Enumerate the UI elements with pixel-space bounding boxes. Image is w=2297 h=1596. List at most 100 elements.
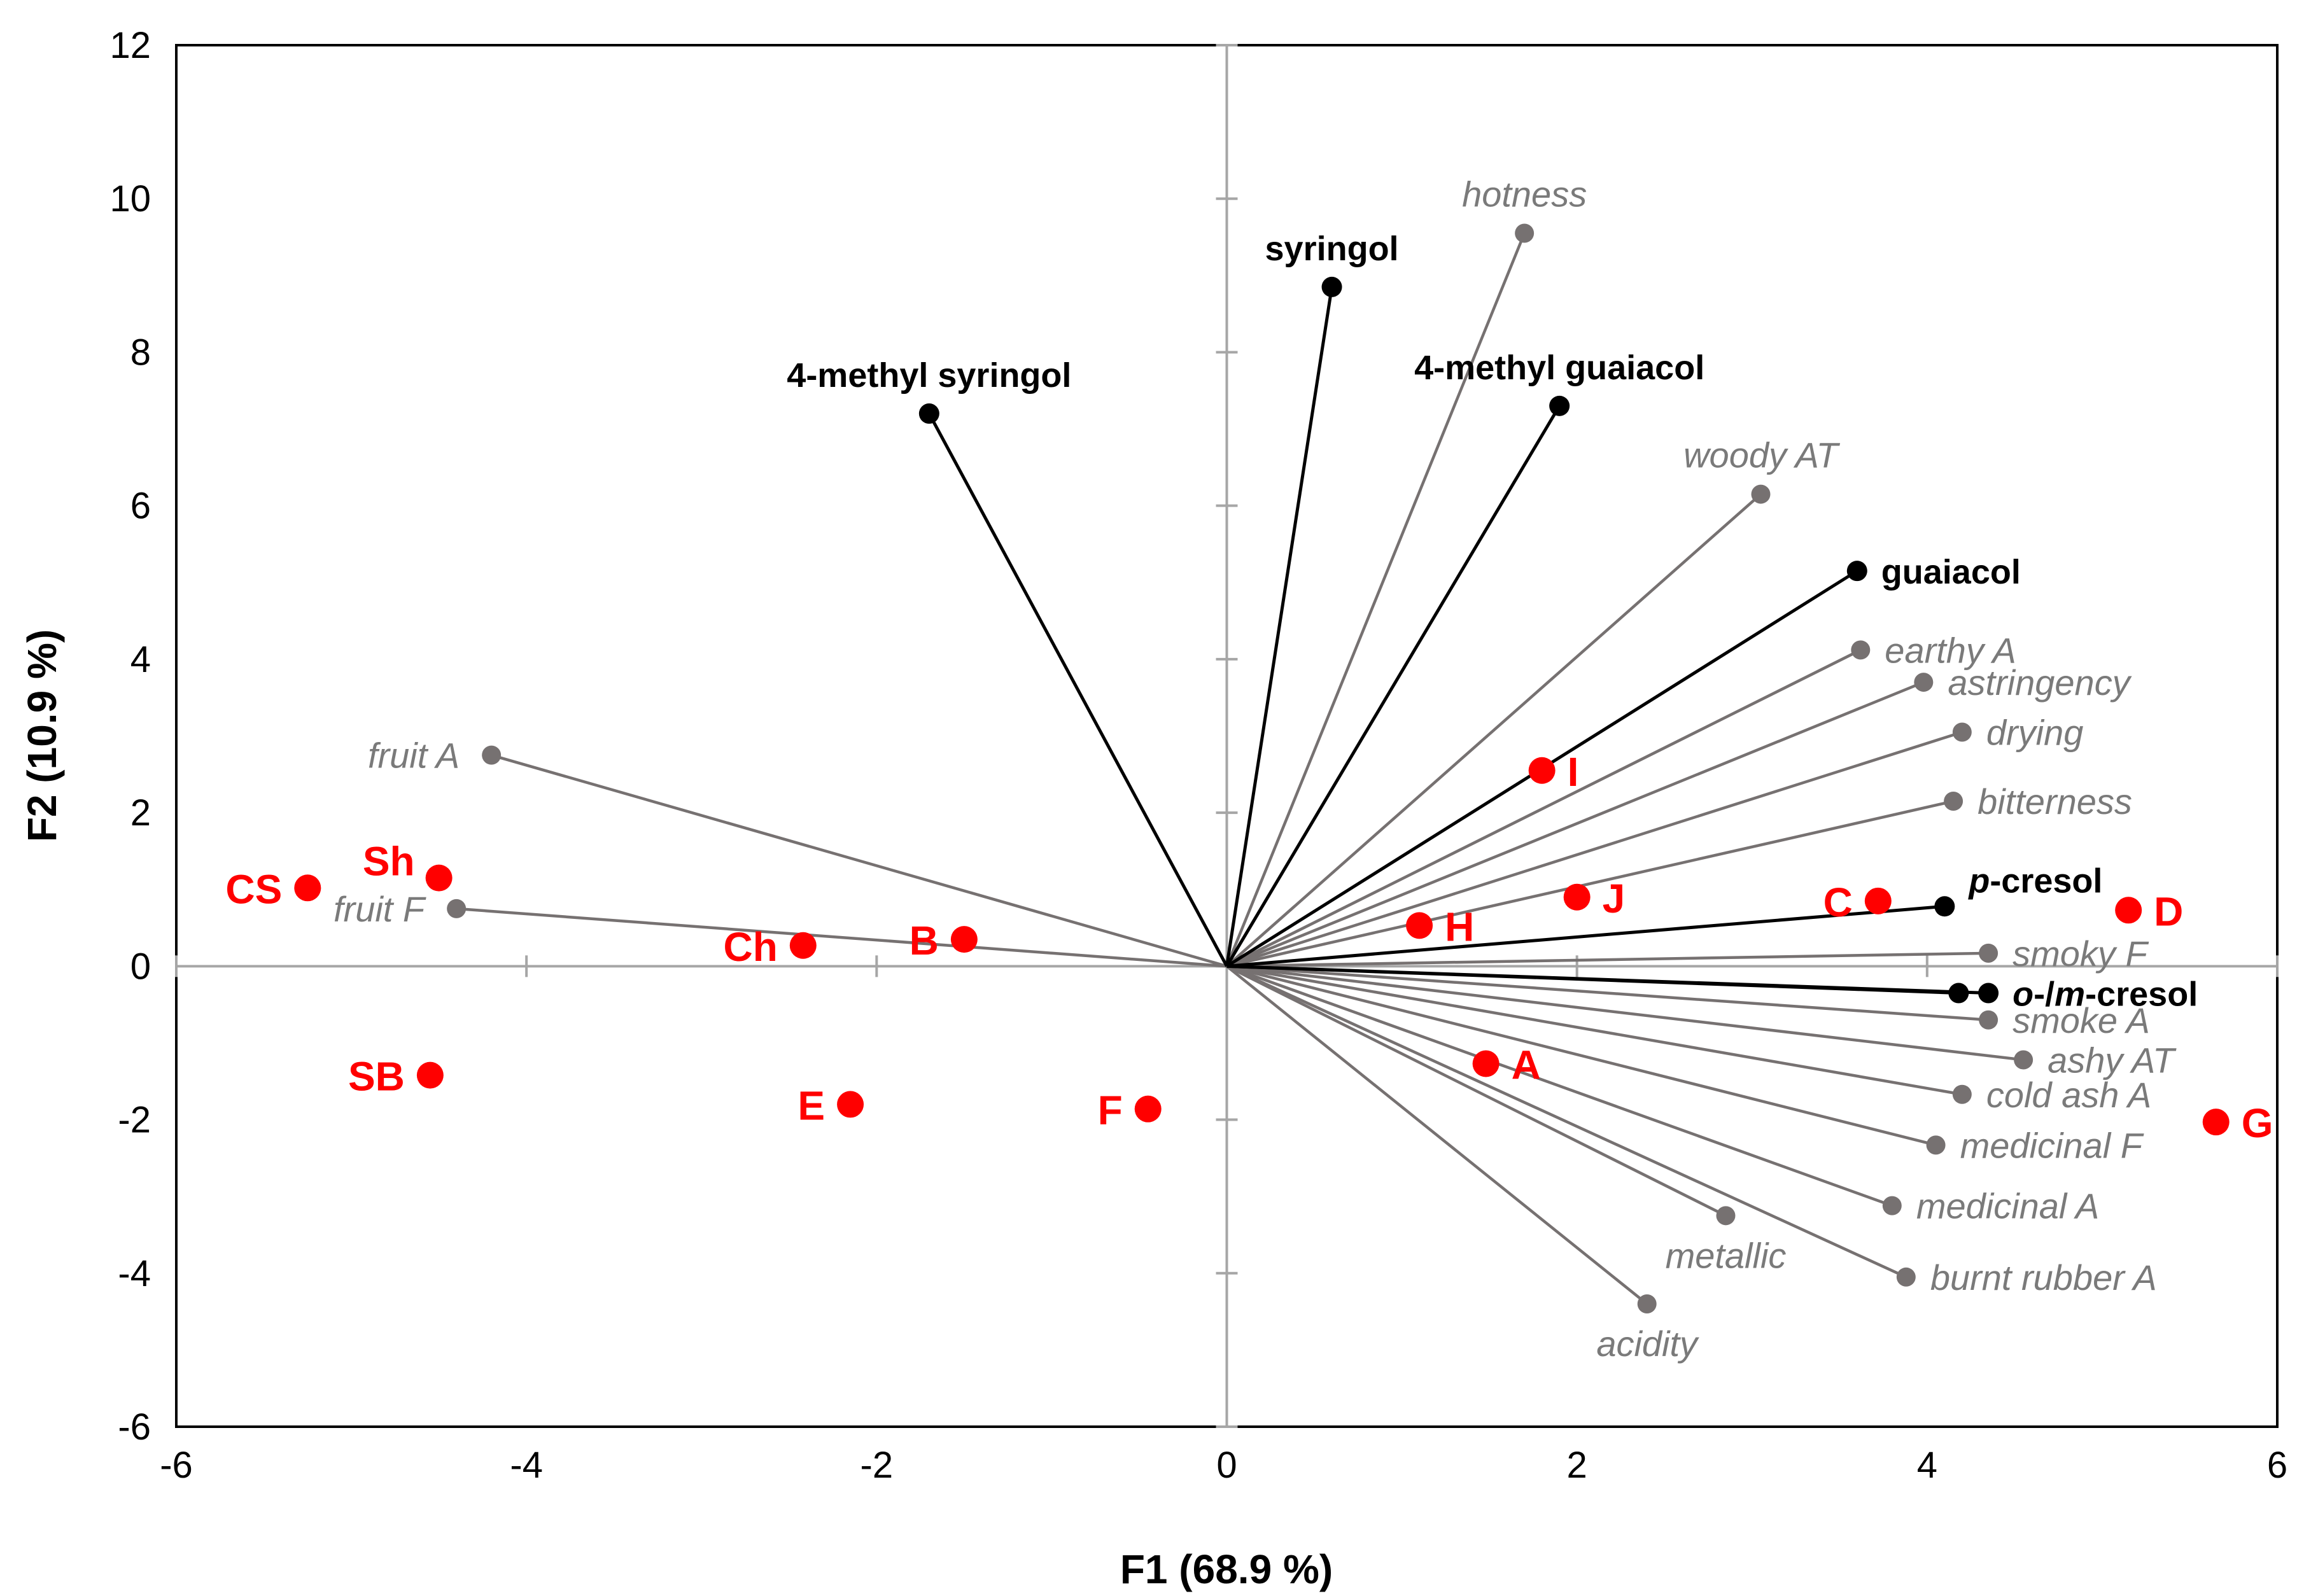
vector-label-fruit-a: fruit A: [368, 736, 460, 776]
vector-point-guaiacol: [1846, 561, 1867, 582]
vector-line-hotness: [1225, 232, 1526, 967]
vector-line-4-methyl-syringol: [927, 412, 1228, 967]
vector-point-astringency: [1914, 673, 1934, 692]
sample-label-g: G: [2242, 1100, 2273, 1146]
sample-point-sh: [425, 864, 453, 892]
vector-point-drying: [1952, 722, 1972, 742]
vector-label-earthy-a: earthy A: [1885, 630, 2016, 670]
vector-label-4-methyl-syringol: 4-methyl syringol: [787, 356, 1071, 395]
vector-line-astringency: [1226, 680, 1925, 968]
sample-label-h: H: [1445, 904, 1474, 949]
sample-point-e: [837, 1091, 864, 1118]
vector-label-4-methyl-guaiacol: 4-methyl guaiacol: [1414, 349, 1704, 387]
y-axis-title: F2 (10.9 %): [19, 629, 65, 842]
vector-label-syringol: syringol: [1265, 230, 1399, 268]
vector-point-ashy-at: [2014, 1050, 2034, 1070]
vector-point-earthy-a: [1851, 640, 1871, 660]
vector-label-hotness: hotness: [1462, 174, 1587, 214]
vector-point-woody-at: [1751, 484, 1771, 504]
sample-point-d: [2115, 897, 2142, 924]
vector-point-acidity: [1637, 1294, 1657, 1314]
vector-line-smoke-a: [1226, 965, 1989, 1022]
vector-point-fruit-a: [482, 745, 502, 765]
vector-point-metallic: [1716, 1206, 1736, 1226]
x-tick-label: -2: [860, 1445, 894, 1486]
sample-point-b: [950, 926, 978, 953]
x-tick-label: 2: [1567, 1445, 1587, 1486]
vector-label-fruit-f: fruit F: [334, 889, 426, 929]
sample-label-j: J: [1603, 876, 1626, 921]
sample-label-sb: SB: [348, 1054, 405, 1100]
sample-point-f: [1134, 1095, 1162, 1123]
sample-label-a: A: [1512, 1042, 1541, 1088]
vector-line-ashy-at: [1226, 965, 2024, 1061]
vector-point-p-cresol: [1934, 896, 1955, 917]
vector-line-p-cresol: [1226, 904, 1945, 968]
vector-point-fruit-f: [447, 899, 467, 918]
sample-point-cs: [294, 874, 321, 902]
x-axis-title: F1 (68.9 %): [1120, 1546, 1333, 1592]
vector-point-burnt-rubber-a: [1896, 1267, 1916, 1287]
vector-line-4-methyl-guaiacol: [1225, 405, 1561, 967]
vector-line-earthy-a: [1226, 648, 1862, 968]
sample-label-f: F: [1098, 1088, 1123, 1133]
vector-line-burnt-rubber-a: [1226, 965, 1907, 1278]
vector-point-smoke-a: [1979, 1010, 1998, 1030]
sample-label-c: C: [1823, 879, 1853, 925]
x-tick-label: -6: [160, 1445, 193, 1486]
vector-label-ashy-at: ashy AT: [2048, 1040, 2177, 1080]
vector-line-metallic: [1226, 965, 1727, 1217]
sample-label-cs: CS: [225, 866, 282, 912]
vector-label-smoky-f: smoky F: [2013, 934, 2149, 974]
vector-label-p-cresol: p-cresol: [1967, 862, 2102, 900]
vector-line-drying: [1226, 731, 1963, 968]
sample-point-g: [2202, 1109, 2230, 1136]
vector-point-hotness: [1515, 223, 1535, 243]
y-tick-label: -6: [118, 1406, 151, 1448]
vector-label-cold-ash-a: cold ash A: [1986, 1075, 2151, 1115]
vector-line-fruit-f: [456, 907, 1227, 968]
vector-line-medicinal-f: [1226, 965, 1937, 1147]
vector-line-acidity: [1226, 965, 1648, 1305]
sample-point-i: [1528, 757, 1556, 784]
vector-label-o-m-cresol: o-/m-cresol: [2013, 976, 2198, 1014]
sample-label-sh: Sh: [363, 839, 415, 885]
x-tick-label: 0: [1216, 1445, 1237, 1486]
vector-label-medicinal-a: medicinal A: [1916, 1186, 2099, 1226]
vector-line-smoky-f: [1226, 951, 1989, 968]
vector-line-o-m-cresol: [1226, 964, 1989, 995]
vector-label-smoke-a: smoke A: [2013, 1000, 2150, 1040]
y-tick-label: 2: [130, 792, 151, 834]
vector-label-metallic: metallic: [1666, 1235, 1787, 1275]
y-tick-label: -4: [118, 1253, 151, 1294]
x-tick-label: 6: [2267, 1445, 2287, 1486]
vector-label-medicinal-f: medicinal F: [1960, 1125, 2144, 1165]
vector-point-cold-ash-a: [1952, 1084, 1972, 1104]
y-tick-label: 12: [109, 25, 151, 66]
y-tick-label: -2: [118, 1100, 151, 1141]
sample-point-sb: [416, 1061, 444, 1089]
vector-point-4-methyl-guaiacol: [1549, 395, 1570, 416]
sample-point-a: [1472, 1050, 1500, 1077]
vector-point-4-methyl-syringol: [918, 403, 939, 424]
vector-line-bitterness: [1226, 799, 1954, 968]
vector-point-medicinal-f: [1926, 1135, 1946, 1155]
vector-line-syringol: [1225, 286, 1334, 967]
y-tick-label: 10: [109, 178, 151, 220]
vector-point-syringol: [1321, 276, 1342, 297]
vector-label-guaiacol: guaiacol: [1881, 553, 2021, 591]
vector-line-woody-at: [1226, 493, 1762, 968]
sample-label-i: I: [1568, 749, 1579, 795]
vector-point-o-m-cresol: [1978, 983, 1999, 1004]
vector-point-smoky-f: [1979, 943, 1998, 963]
vector-label-astringency: astringency: [1948, 662, 2132, 703]
vector-line-cold-ash-a: [1226, 965, 1963, 1096]
vector-label-bitterness: bitterness: [1977, 781, 2132, 822]
sample-label-ch: Ch: [723, 924, 777, 970]
vector-label-drying: drying: [1986, 712, 2084, 752]
vector-point-medicinal-a: [1882, 1196, 1902, 1215]
vector-line-fruit-a: [491, 753, 1228, 968]
sample-point-h: [1406, 912, 1433, 939]
vector-label-woody-at: woody AT: [1683, 435, 1841, 475]
